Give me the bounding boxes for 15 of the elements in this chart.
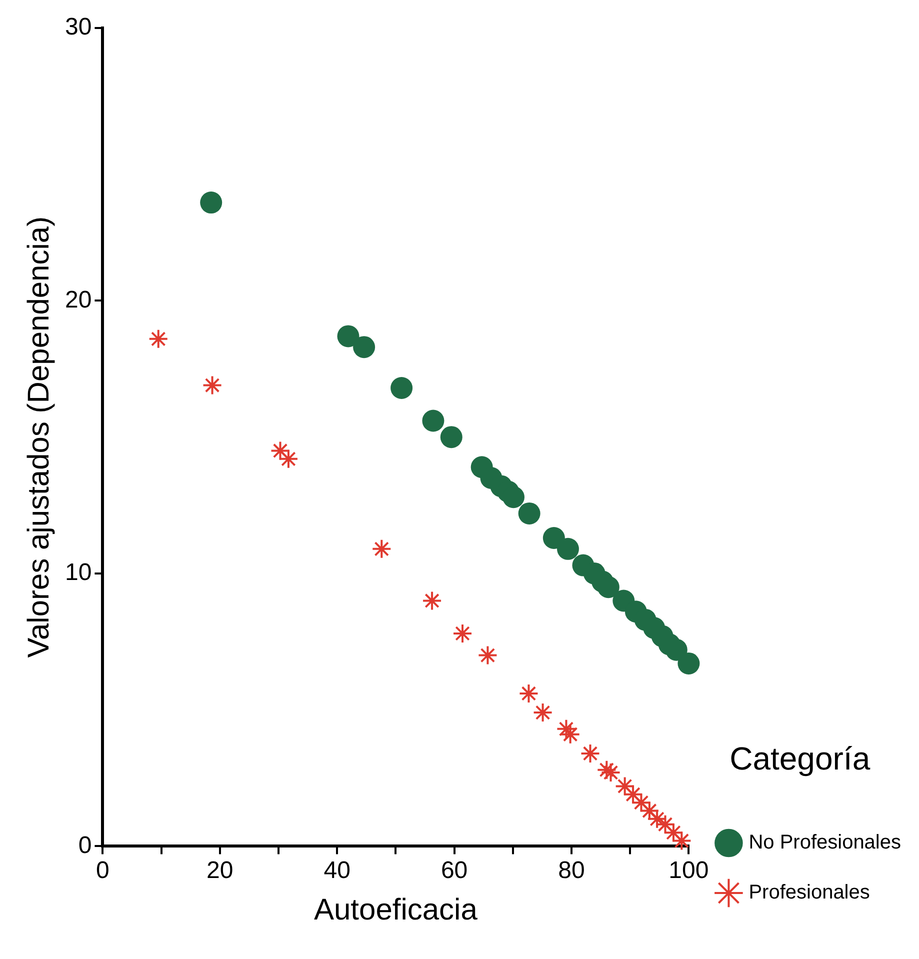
legend-label: Profesionales: [748, 882, 870, 904]
y-tick-label: 30: [64, 14, 92, 41]
x-tick-label: 80: [558, 857, 585, 884]
x-tick-label: 60: [440, 857, 468, 884]
y-tick-label: 10: [64, 559, 92, 586]
x-tick-label: 0: [96, 857, 110, 884]
x-axis-title: Autoeficacia: [314, 893, 478, 926]
y-tick-label: 20: [64, 286, 92, 314]
legend-label: No Profesionales: [748, 832, 902, 854]
y-axis-title: Valores ajustados (Dependencia): [22, 216, 56, 658]
x-tick-label: 20: [206, 857, 234, 884]
x-tick-label: 100: [668, 857, 709, 884]
legend-title: Categoría: [730, 740, 870, 776]
x-tick-label: 40: [324, 857, 350, 884]
y-tick-label: 0: [78, 832, 92, 859]
